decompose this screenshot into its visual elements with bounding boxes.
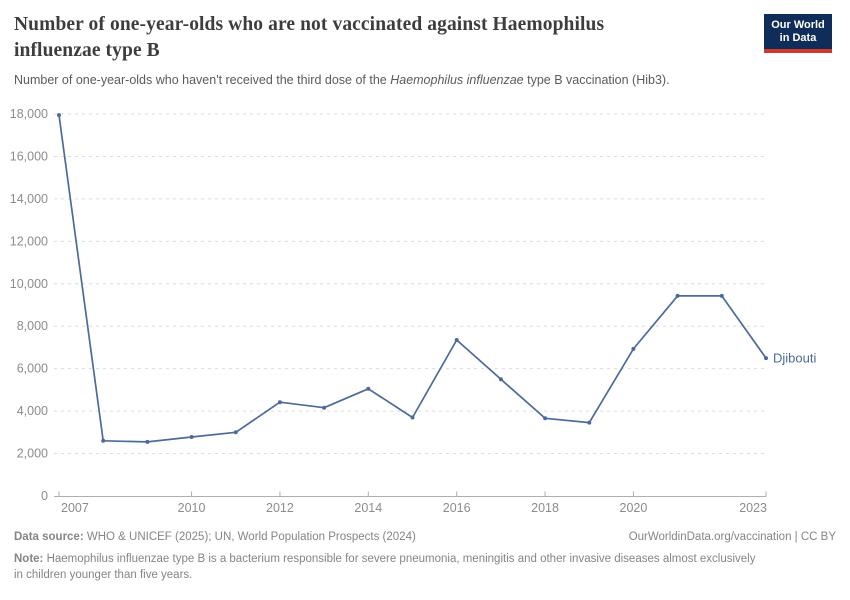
y-axis-tick-label: 0 xyxy=(41,489,48,503)
note-text: Haemophilus influenzae type B is a bacte… xyxy=(14,553,756,581)
subtitle-text: Number of one-year-olds who haven't rece… xyxy=(14,73,391,87)
y-axis-tick-label: 4,000 xyxy=(17,404,48,418)
data-line[interactable] xyxy=(58,114,767,443)
x-axis-tick-label: 2018 xyxy=(531,501,559,515)
series-end-label: Djibouti xyxy=(773,351,816,366)
data-source-line: Data source: WHO & UNICEF (2025); UN, Wo… xyxy=(14,529,416,545)
data-point-marker[interactable] xyxy=(366,386,371,391)
chart-note: Note: Haemophilus influenzae type B is a… xyxy=(14,551,762,583)
x-axis-tick-label: 2014 xyxy=(354,501,382,515)
data-source-label: Data source: xyxy=(14,531,84,543)
data-point-marker[interactable] xyxy=(57,113,61,118)
y-axis-tick-label: 2,000 xyxy=(17,447,48,461)
data-point-marker[interactable] xyxy=(233,430,238,435)
x-axis-tick-label: 2020 xyxy=(620,501,648,515)
chart-footer: Data source: WHO & UNICEF (2025); UN, Wo… xyxy=(14,529,836,583)
y-axis-tick-label: 16,000 xyxy=(10,149,48,163)
data-point-marker[interactable] xyxy=(764,356,768,361)
subtitle-text-end: type B vaccination (Hib3). xyxy=(523,73,670,87)
data-point-marker[interactable] xyxy=(454,338,459,342)
data-point-marker[interactable] xyxy=(322,405,327,410)
chart-header: Number of one-year-olds who are not vacc… xyxy=(14,12,836,87)
x-axis-tick-label: 2010 xyxy=(178,501,206,515)
data-point-marker[interactable] xyxy=(101,438,106,443)
data-point-marker[interactable] xyxy=(498,377,503,382)
data-point-marker[interactable] xyxy=(410,415,415,420)
data-point-marker[interactable] xyxy=(145,439,150,444)
data-source-text: WHO & UNICEF (2025); UN, World Populatio… xyxy=(83,531,416,543)
chart-subtitle: Number of one-year-olds who haven't rece… xyxy=(14,73,836,87)
data-point-marker[interactable] xyxy=(719,293,724,298)
y-axis-tick-label: 18,000 xyxy=(10,107,48,121)
y-axis-tick-label: 10,000 xyxy=(10,277,48,291)
x-axis-tick-label: 2016 xyxy=(443,501,471,515)
note-label: Note: xyxy=(14,553,44,565)
data-point-marker[interactable] xyxy=(631,346,636,351)
data-point-marker[interactable] xyxy=(543,416,548,421)
x-axis-tick-label: 2023 xyxy=(739,501,767,515)
x-axis-tick-label: 2012 xyxy=(266,501,294,515)
y-axis-tick-label: 6,000 xyxy=(17,362,48,376)
y-axis-tick-label: 8,000 xyxy=(17,319,48,333)
data-point-marker[interactable] xyxy=(587,420,592,425)
data-point-marker[interactable] xyxy=(675,293,680,298)
x-axis-tick-label: 2007 xyxy=(61,501,89,515)
owid-license-link[interactable]: OurWorldinData.org/vaccination | CC BY xyxy=(628,531,836,543)
data-point-marker[interactable] xyxy=(277,400,282,405)
owid-logo[interactable]: Our World in Data xyxy=(764,14,832,53)
subtitle-italic-text: Haemophilus influenzae xyxy=(390,73,524,87)
y-axis-tick-label: 14,000 xyxy=(10,192,48,206)
chart-svg[interactable]: 0 2,000 4,000 6,000 8,000 10,000 12,000 14,000 1… xyxy=(0,100,850,525)
page-title: Number of one-year-olds who are not vacc… xyxy=(14,14,605,61)
owid-logo-line1: Our World xyxy=(771,19,825,31)
owid-logo-line2: in Data xyxy=(779,32,817,44)
data-point-marker[interactable] xyxy=(189,435,194,439)
y-axis-tick-label: 12,000 xyxy=(10,234,48,248)
